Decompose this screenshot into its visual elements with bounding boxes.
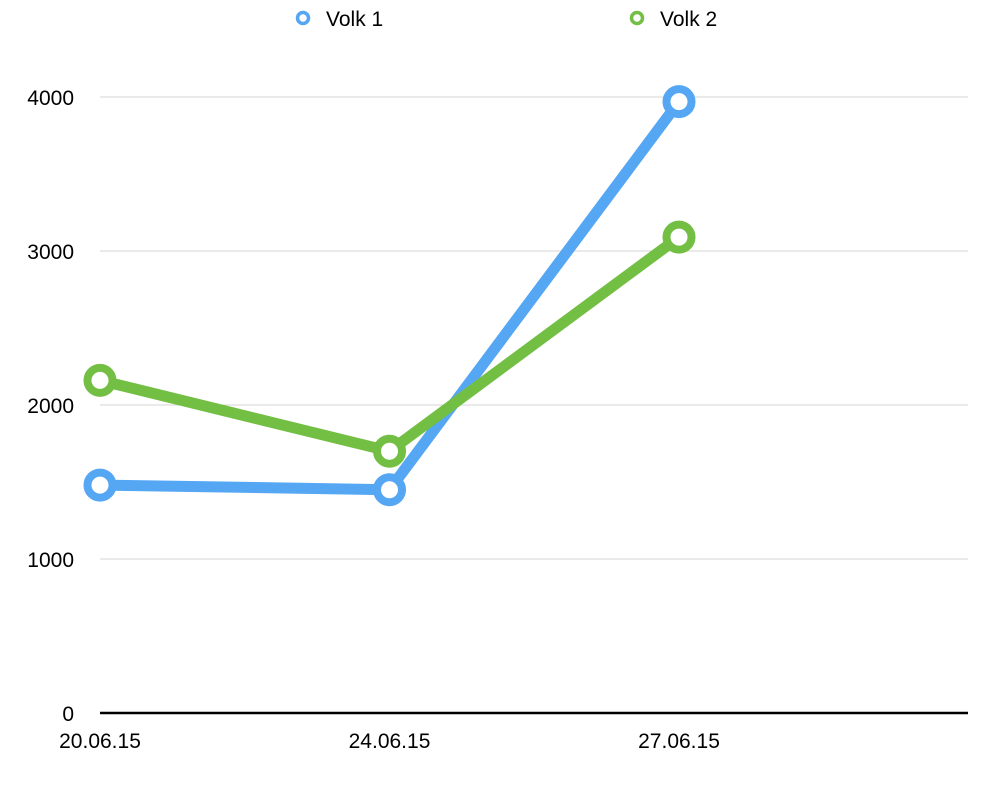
series-line-2: [94, 231, 685, 457]
data-point-series1-2: [662, 85, 696, 119]
x-tick-label-1: 24.06.15: [349, 730, 431, 753]
x-tick-label-0: 20.06.15: [59, 730, 141, 753]
legend-label-2: Volk 2: [660, 8, 717, 31]
y-tick-label-2000: 2000: [27, 395, 74, 418]
y-tick-label-0: 0: [62, 703, 74, 726]
y-tick-label-1000: 1000: [27, 549, 74, 572]
x-tick-label-2: 27.06.15: [638, 730, 720, 753]
data-point-series1-1: [373, 473, 406, 507]
data-point-series1-0: [83, 468, 117, 502]
gridlines: [100, 96, 968, 560]
series-lines: [83, 85, 696, 507]
data-point-series2-0: [83, 363, 117, 397]
series-1: [83, 85, 696, 507]
legend-marker-1: [295, 10, 311, 26]
data-point-series2-2: [662, 220, 696, 254]
y-tick-label-3000: 3000: [27, 241, 74, 264]
legend: Volk 1 Volk 2: [295, 8, 717, 31]
data-point-series2-1: [373, 434, 406, 468]
y-tick-label-4000: 4000: [27, 87, 74, 110]
series-2: [83, 220, 696, 468]
legend-marker-2: [629, 10, 645, 26]
axes: 0 1000 2000 3000 4000 20.06.15 24.06.15 27.06.1…: [27, 87, 968, 753]
legend-label-1: Volk 1: [326, 8, 383, 31]
